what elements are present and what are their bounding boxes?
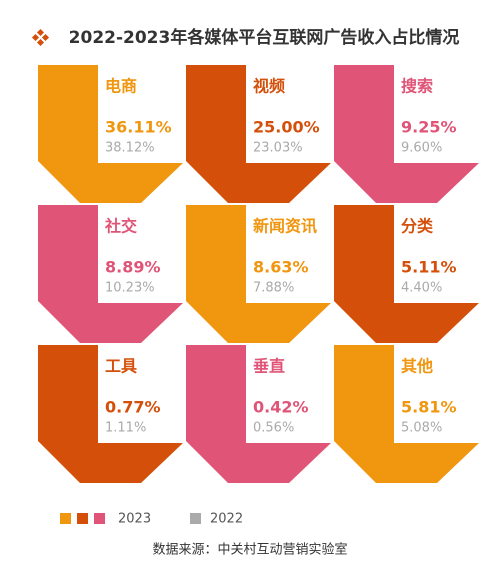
value-2023: 5.11% [401, 258, 457, 277]
value-2023: 25.00% [253, 118, 320, 137]
category-label: 社交 [104, 217, 137, 236]
tile [38, 345, 183, 483]
title-bullet [31, 28, 50, 47]
legend-swatch [77, 513, 88, 524]
tile [38, 205, 183, 343]
category-label: 视频 [253, 77, 285, 96]
value-2023: 9.25% [401, 118, 457, 137]
tile [334, 65, 479, 203]
tile [38, 65, 183, 203]
value-2023: 0.77% [105, 398, 161, 417]
category-label: 搜索 [401, 77, 433, 96]
tile [186, 345, 331, 483]
legend-swatch [60, 513, 71, 524]
legend-label: 2023 [118, 512, 151, 527]
legend-swatch [190, 513, 201, 524]
legend-label: 2022 [210, 512, 243, 527]
category-label: 新闻资讯 [253, 217, 317, 236]
source: 数据来源：中关村互动营销实验室 [152, 542, 347, 558]
value-2022: 23.03% [253, 141, 303, 156]
value-2022: 10.23% [105, 281, 155, 296]
tile [334, 205, 479, 343]
chart-title: 2022-2023年各媒体平台互联网广告收入占比情况 [69, 27, 460, 48]
value-2022: 4.40% [401, 281, 442, 296]
tile [334, 345, 479, 483]
value-2022: 5.08% [401, 421, 442, 436]
value-2022: 1.11% [105, 421, 146, 436]
value-2023: 5.81% [401, 398, 457, 417]
value-2022: 38.12% [105, 141, 155, 156]
category-label: 其他 [401, 357, 433, 376]
category-label: 分类 [401, 217, 434, 236]
category-label: 垂直 [253, 357, 285, 376]
category-label: 电商 [105, 77, 137, 96]
tile [186, 65, 331, 203]
tile [186, 205, 331, 343]
value-2023: 8.89% [105, 258, 161, 277]
value-2022: 9.60% [401, 141, 442, 156]
value-2023: 36.11% [105, 118, 172, 137]
legend-swatch [94, 513, 105, 524]
value-2022: 0.56% [253, 421, 294, 436]
category-label: 工具 [105, 357, 137, 376]
value-2023: 0.42% [253, 398, 309, 417]
value-2023: 8.63% [253, 258, 309, 277]
value-2022: 7.88% [253, 281, 294, 296]
